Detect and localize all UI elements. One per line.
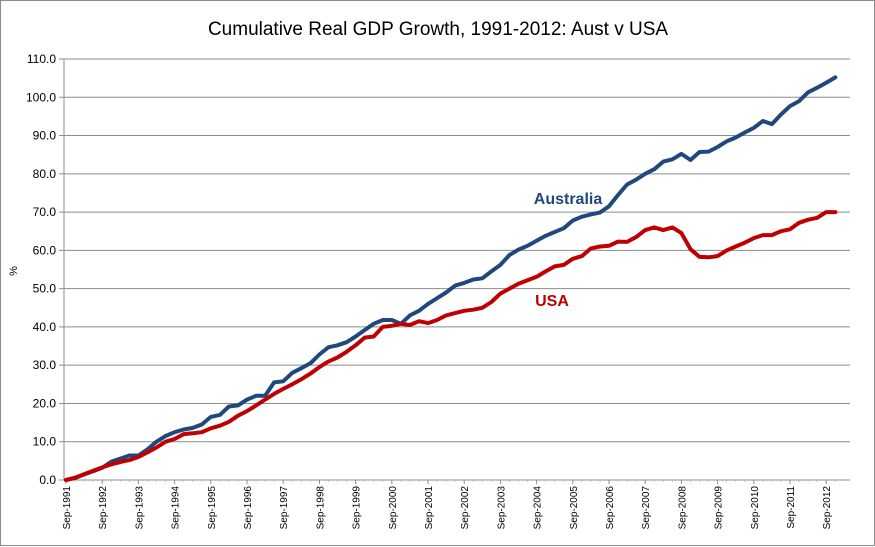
chart-title: Cumulative Real GDP Growth, 1991-2012: A…: [208, 19, 668, 40]
x-tick-label: Sep-2006: [605, 486, 616, 530]
x-tick-label: Sep-1999: [352, 486, 363, 530]
x-tick-labels: Sep-1991 Sep-1992 Sep-1993 Sep-1994 Sep-1995…: [62, 486, 833, 530]
y-tick-label: 10.0: [33, 435, 57, 449]
x-tick-label: Sep-2005: [569, 486, 580, 530]
x-tick-label: Sep-1998: [315, 486, 326, 530]
y-axis-label: %: [8, 266, 20, 276]
x-tick-label: Sep-2000: [388, 486, 399, 530]
y-tick-label: 40.0: [33, 320, 57, 334]
series-label-usa: USA: [535, 293, 569, 310]
series-label-australia: Australia: [534, 191, 603, 208]
x-tick-label: Sep-2011: [786, 486, 797, 529]
x-tick-label: Sep-2007: [641, 486, 652, 530]
x-tick-label: Sep-1994: [171, 486, 182, 530]
x-tick-label: Sep-1997: [279, 486, 290, 530]
y-tick-labels: 0.0 10.0 20.0 30.0 40.0 50.0 60.0 70.0 80.0 90.0 1…: [26, 52, 56, 487]
y-tick-label: 20.0: [33, 396, 57, 410]
y-tick-label: 110.0: [27, 52, 56, 66]
y-tick-label: 30.0: [33, 358, 57, 372]
x-tick-label: Sep-2010: [750, 486, 761, 530]
x-tick-label: Sep-1992: [98, 486, 109, 530]
x-tick-label: Sep-2004: [533, 486, 544, 530]
y-tick-label: 100.0: [26, 90, 56, 104]
x-tick-label: Sep-2008: [677, 486, 688, 530]
x-tick-label: Sep-2012: [822, 486, 833, 530]
x-tick-label: Sep-1995: [207, 486, 218, 530]
series-lines: [64, 75, 838, 482]
y-tick-label: 90.0: [33, 129, 57, 143]
x-tick-label: Sep-2003: [496, 486, 507, 530]
series-line-australia: [64, 75, 838, 482]
y-tick-label: 50.0: [33, 282, 57, 296]
x-tick-label: Sep-2001: [424, 486, 435, 530]
x-tick-label: Sep-2009: [714, 486, 725, 530]
x-tick-label: Sep-1991: [62, 486, 73, 530]
series-line-usa: [64, 210, 838, 482]
grid-lines: [64, 58, 850, 443]
y-tick-label: 60.0: [33, 243, 57, 257]
x-tick-label: Sep-1996: [243, 486, 254, 530]
y-tick-label: 0.0: [39, 473, 56, 487]
x-tick-label: Sep-1993: [134, 486, 145, 530]
axes: [59, 58, 850, 484]
x-tick-label: Sep-2002: [460, 486, 471, 530]
y-tick-label: 70.0: [33, 205, 57, 219]
y-tick-label: 80.0: [33, 167, 57, 181]
